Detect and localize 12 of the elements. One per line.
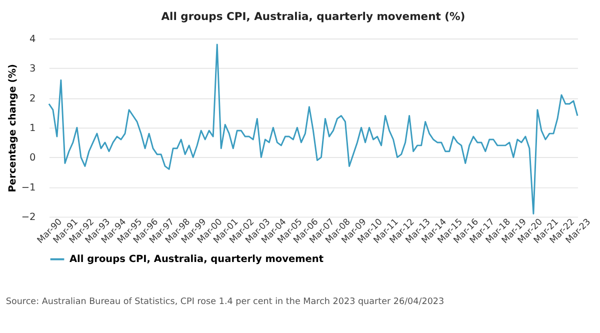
source-note: Source: Australian Bureau of Statistics, CPI rose 1.4 per cent in the March 2023 quarter 26/04/2023 <box>6 296 444 307</box>
y-tick-label: 4 <box>30 34 36 45</box>
line-series <box>48 44 578 214</box>
y-tick-label: 0 <box>30 152 36 164</box>
y-tick-label: 1 <box>30 123 36 134</box>
chart-title: All groups CPI, Australia, quarterly movement (%) <box>161 10 466 23</box>
y-tick-label: 2 <box>30 93 36 104</box>
y-tick-label: 3 <box>30 64 36 75</box>
y-tick-label: −1 <box>21 182 36 194</box>
legend-label: All groups CPI, Australia, quarterly movement <box>69 254 324 266</box>
y-tick-label: −2 <box>21 212 36 224</box>
y-axis-title: Percentage change (%) <box>7 64 18 192</box>
